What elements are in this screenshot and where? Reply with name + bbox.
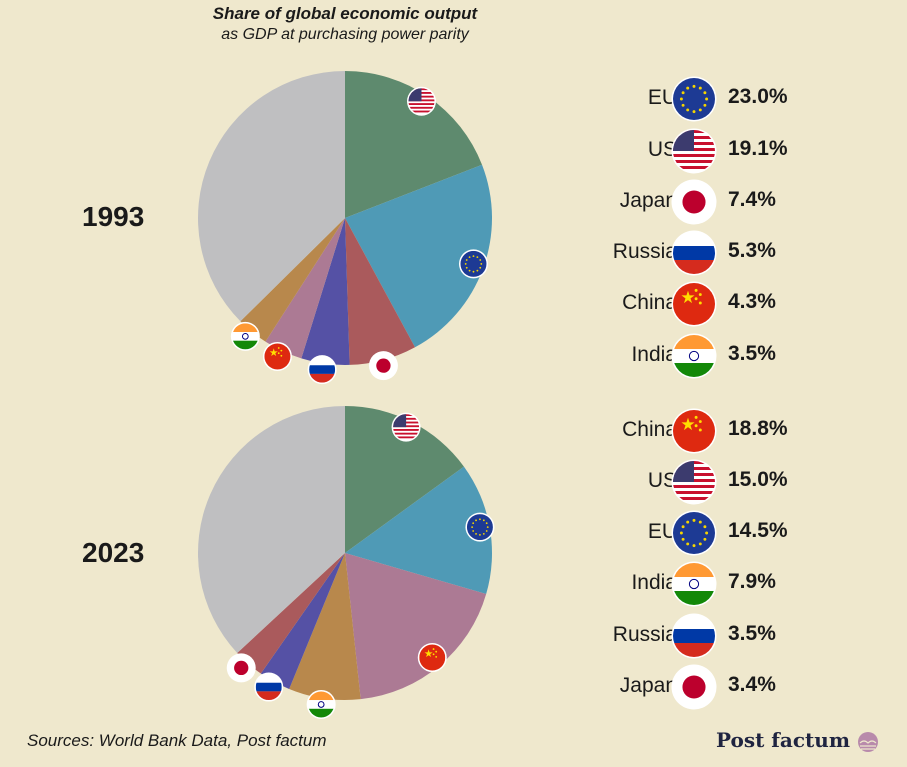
flag-in-icon bbox=[671, 333, 717, 384]
legend-label: US bbox=[647, 469, 677, 492]
pie-slice-1993-russia bbox=[301, 218, 350, 365]
svg-text:★: ★ bbox=[680, 415, 695, 434]
flag-us-icon-2023 bbox=[391, 412, 421, 442]
legend-value: 5.3% bbox=[728, 239, 776, 262]
legend-label: India bbox=[631, 343, 677, 366]
legend-label: Japan bbox=[619, 674, 677, 697]
flag-jp-icon-1993 bbox=[368, 351, 398, 381]
flag-eu-icon-1993 bbox=[458, 249, 488, 279]
pie-slice-1993-china bbox=[265, 218, 345, 359]
flag-eu-icon-2023 bbox=[465, 512, 495, 542]
legend-value: 23.0% bbox=[728, 85, 788, 108]
legend-row-2023-india: India 7.9% bbox=[520, 561, 820, 607]
year-label-1993: 1993 bbox=[82, 201, 145, 232]
legend-row-2023-china: China ★ 18.8% bbox=[520, 408, 820, 454]
legend-label: Russia bbox=[612, 623, 677, 646]
svg-text:★: ★ bbox=[269, 348, 278, 359]
flag-eu-icon bbox=[671, 76, 717, 127]
pie-slice-2023-india bbox=[289, 553, 361, 701]
pie-slice-2023-japan bbox=[237, 553, 345, 674]
legend-value: 7.4% bbox=[728, 188, 776, 211]
pie-slice-2023-china bbox=[345, 553, 487, 700]
legend-value: 7.9% bbox=[728, 570, 776, 593]
legend-value: 3.5% bbox=[728, 342, 776, 365]
pie-slice-2023-russia bbox=[260, 553, 345, 689]
flag-ru-icon bbox=[671, 613, 717, 664]
legend-label: China bbox=[622, 291, 677, 314]
legend-row-1993-us: US 19.1% bbox=[520, 128, 820, 174]
pie-slice-2023-us bbox=[345, 406, 464, 553]
legend-row-2023-eu: EU 14.5% bbox=[520, 510, 820, 556]
legend-label: US bbox=[647, 138, 677, 161]
legend-row-1993-eu: EU 23.0% bbox=[520, 76, 820, 122]
legend-row-2023-japan: Japan 3.4% bbox=[520, 664, 820, 710]
flag-ru-icon-2023 bbox=[254, 672, 284, 702]
legend-row-2023-us: US 15.0% bbox=[520, 459, 820, 505]
flag-ru-icon bbox=[671, 230, 717, 281]
legend-label: EU bbox=[647, 86, 677, 109]
flag-in-icon-2023 bbox=[306, 689, 336, 719]
flag-jp-icon-2023 bbox=[226, 653, 256, 683]
flag-in-icon bbox=[671, 561, 717, 612]
legend-value: 3.5% bbox=[728, 622, 776, 645]
brand-logo-text: Post factum bbox=[716, 728, 850, 752]
legend-value: 18.8% bbox=[728, 417, 788, 440]
flag-ru-icon-1993 bbox=[307, 355, 337, 385]
legend-value: 19.1% bbox=[728, 137, 788, 160]
legend-value: 4.3% bbox=[728, 290, 776, 313]
chart-title: Share of global economic output bbox=[212, 4, 478, 23]
pie-slice-1993-rest-of-world bbox=[197, 70, 345, 322]
flag-cn-icon-2023: ★ bbox=[417, 643, 447, 673]
chart-subtitle: as GDP at purchasing power parity bbox=[221, 26, 469, 43]
legend-label: EU bbox=[647, 520, 677, 543]
svg-text:★: ★ bbox=[424, 649, 433, 660]
pie-slice-1993-us bbox=[345, 71, 483, 218]
legend-label: Japan bbox=[619, 189, 677, 212]
svg-text:★: ★ bbox=[680, 288, 695, 307]
flag-cn-icon-1993: ★ bbox=[262, 341, 292, 371]
flag-us-icon bbox=[671, 128, 717, 179]
legend-row-1993-japan: Japan 7.4% bbox=[520, 179, 820, 225]
legend-row-1993-china: China ★ 4.3% bbox=[520, 281, 820, 327]
flag-eu-icon bbox=[671, 510, 717, 561]
legend-label: India bbox=[631, 571, 677, 594]
legend-row-1993-india: India 3.5% bbox=[520, 333, 820, 379]
legend-label: China bbox=[622, 418, 677, 441]
legend-row-1993-russia: Russia 5.3% bbox=[520, 230, 820, 276]
pie-slice-1993-japan bbox=[345, 218, 416, 365]
pie-slice-1993-india bbox=[240, 218, 345, 342]
flag-jp-icon bbox=[671, 664, 717, 715]
legend-value: 14.5% bbox=[728, 519, 788, 542]
pie-slice-2023-rest-of-world bbox=[198, 406, 345, 653]
source-note: Sources: World Bank Data, Post factum bbox=[27, 731, 327, 750]
flag-in-icon-1993 bbox=[230, 321, 260, 351]
flag-cn-icon: ★ bbox=[671, 281, 717, 332]
pie-slice-1993-eu bbox=[345, 164, 492, 348]
legend-value: 15.0% bbox=[728, 468, 788, 491]
year-label-2023: 2023 bbox=[82, 537, 145, 568]
flag-cn-icon: ★ bbox=[671, 408, 717, 459]
flag-us-icon bbox=[671, 459, 717, 510]
brand-logo-icon bbox=[858, 732, 878, 752]
pie-slice-2023-eu bbox=[345, 466, 492, 595]
legend-row-2023-russia: Russia 3.5% bbox=[520, 613, 820, 659]
flag-jp-icon bbox=[671, 179, 717, 230]
legend-value: 3.4% bbox=[728, 673, 776, 696]
flag-us-icon-1993 bbox=[406, 86, 436, 116]
legend-label: Russia bbox=[612, 240, 677, 263]
